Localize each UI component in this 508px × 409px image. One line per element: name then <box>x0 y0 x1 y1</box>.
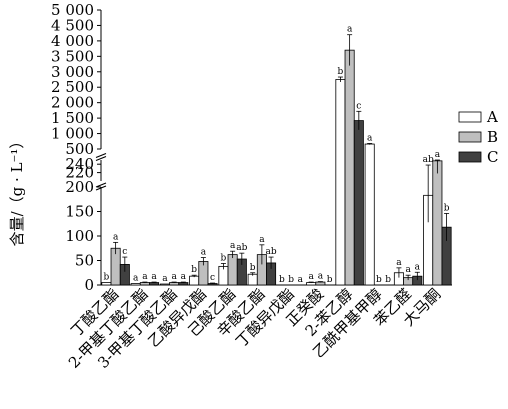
y-tick-label-1500: 1 500 <box>51 109 94 127</box>
significance-label-C-4: ab <box>236 243 247 253</box>
legend: ABC <box>458 108 498 166</box>
significance-label-B-4: a <box>230 241 236 251</box>
legend-swatch-B <box>458 131 482 143</box>
y-tick-label-1000: 1 000 <box>51 125 94 143</box>
significance-label-A-0: b <box>104 273 110 283</box>
significance-label-A-7: a <box>308 272 314 282</box>
significance-label-C-0: c <box>122 247 127 257</box>
legend-label-A: A <box>486 108 498 126</box>
axes <box>95 10 452 286</box>
bar-B-11 <box>432 160 443 286</box>
axis-break-mark-1-a <box>95 152 107 159</box>
bar-A-5 <box>247 273 258 286</box>
significance-label-C-7: b <box>327 275 333 285</box>
significance-label-A-3: b <box>191 265 197 275</box>
significance-label-B-2: a <box>171 272 177 282</box>
bar-B-4 <box>227 254 238 286</box>
significance-label-C-3: c <box>210 273 215 283</box>
y-tick-label-150: 150 <box>65 203 94 221</box>
significance-label-A-8: b <box>338 67 344 77</box>
significance-label-B-1: a <box>142 272 148 282</box>
bar-A-0 <box>101 282 112 286</box>
bar-A-1 <box>130 283 141 286</box>
significance-label-B-0: a <box>113 232 119 242</box>
significance-label-C-9: b <box>385 275 391 285</box>
significance-label-B-10: a <box>405 265 411 275</box>
significance-label-A-4: b <box>221 253 227 263</box>
y-tick-label-3500: 3 500 <box>51 47 94 65</box>
significance-label-B-9: b <box>376 275 382 285</box>
significance-label-B-11: a <box>435 150 441 160</box>
y-tick-label-2000: 2 000 <box>51 94 94 112</box>
y-tick-label-3000: 3 000 <box>51 63 94 81</box>
significance-label-A-5: b <box>250 263 256 273</box>
significance-label-C-8: c <box>356 101 361 111</box>
y-axis-label: 含量/（g · L⁻¹） <box>8 134 26 247</box>
bar-A-3 <box>189 275 200 286</box>
bar-A-2 <box>159 283 170 286</box>
y-tick-label-200: 200 <box>65 178 94 196</box>
bar-C-8 <box>353 120 364 286</box>
significance-label-B-7: a <box>318 272 324 282</box>
significance-label-B-6: b <box>288 275 294 285</box>
significance-label-A-2: a <box>162 274 168 284</box>
y-tick-label-4500: 4 500 <box>51 16 94 34</box>
y-tick-label-100: 100 <box>65 227 94 245</box>
axis-break-mark-0-a <box>95 182 107 188</box>
bar-A-9 <box>364 143 375 286</box>
legend-swatch-C <box>458 151 482 163</box>
y-tick-label-500: 500 <box>65 140 94 158</box>
y-tick-label-220: 220 <box>65 164 94 182</box>
significance-label-B-8: a <box>347 25 353 35</box>
significance-label-C-11: b <box>444 203 450 213</box>
significance-label-A-9: a <box>367 133 373 143</box>
significance-label-C-5: ab <box>266 247 277 257</box>
bar-A-8 <box>335 79 346 286</box>
significance-label-C-1: a <box>151 272 157 282</box>
axis-break-mark-1-b <box>95 155 107 162</box>
y-tick-label-0: 0 <box>84 276 94 294</box>
significance-label-A-11: ab <box>423 155 434 165</box>
significance-label-A-1: a <box>133 274 139 284</box>
y-tick-label-240: 240 <box>65 155 94 173</box>
significance-label-C-6: a <box>298 275 304 285</box>
significance-label-B-5: a <box>259 235 265 245</box>
significance-label-C-2: a <box>181 272 187 282</box>
y-tick-label-2500: 2 500 <box>51 78 94 96</box>
significance-label-C-10: a <box>415 262 421 272</box>
legend-label-B: B <box>487 128 498 146</box>
bar-B-8 <box>344 49 355 286</box>
y-tick-label-4000: 4 000 <box>51 32 94 50</box>
legend-label-C: C <box>487 148 498 166</box>
y-tick-label-50: 50 <box>75 252 94 270</box>
significance-label-B-3: a <box>201 248 207 258</box>
x-axis-labels: 丁酸乙酯2-甲基丁酸乙酯3-甲基丁酸乙酯乙酸异戊酯己酸乙酯辛酸乙酯丁酸异戊酯正癸… <box>65 285 444 372</box>
axis-break-mark-0-b <box>95 185 107 191</box>
legend-swatch-A <box>458 111 482 123</box>
significance-label-A-10: a <box>396 258 402 268</box>
y-tick-label-5000: 5 000 <box>51 1 94 19</box>
significance-label-A-6: b <box>279 275 285 285</box>
